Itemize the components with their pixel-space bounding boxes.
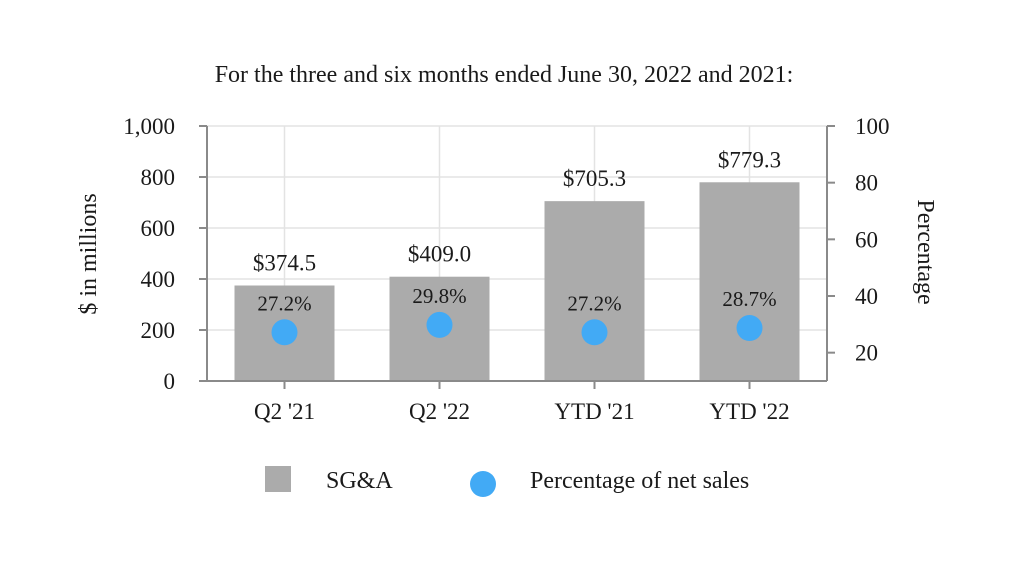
bar-value-label: $374.5 (253, 251, 316, 276)
legend: SG&A Percentage of net sales (265, 466, 749, 497)
point-percentage (426, 311, 453, 338)
y-tick-label: 0 (164, 369, 176, 394)
x-tick-label: Q2 '22 (409, 399, 470, 424)
chart-title: For the three and six months ended June … (215, 62, 794, 88)
bar-value-label: $779.3 (718, 147, 781, 172)
x-tick-label: YTD '21 (554, 399, 634, 424)
y-tick-label: 800 (141, 165, 176, 190)
percentage-value-label: 28.7% (722, 287, 776, 311)
bar-sga (544, 201, 645, 381)
percentage-value-label: 29.8% (412, 284, 466, 308)
legend-label-sga: SG&A (326, 468, 393, 494)
legend-label-percentage: Percentage of net sales (530, 468, 749, 494)
y-tick-label: 600 (141, 216, 176, 241)
bar-sga (699, 182, 800, 381)
axes: 0 200 400 600 800 1,000 20 40 60 80 100 Q2 '21 Q2 '2… (123, 114, 889, 424)
bar-value-label: $705.3 (563, 166, 626, 191)
bar-value-label: $409.0 (408, 242, 471, 267)
y-tick-label: 400 (141, 267, 176, 292)
y-tick-label: 1,000 (123, 114, 175, 139)
y-axis-label: $ in millions (76, 193, 102, 314)
y2-tick-label: 80 (855, 171, 878, 196)
y2-tick-label: 60 (855, 227, 878, 252)
y2-tick-label: 100 (855, 114, 890, 139)
y-tick-label: 200 (141, 318, 176, 343)
point-percentage (736, 315, 763, 342)
points (271, 311, 763, 346)
x-tick-label: YTD '22 (709, 399, 789, 424)
data-labels: $374.5 $409.0 $705.3 $779.3 27.2% 29.8% 27.2% 2… (253, 147, 781, 315)
bars (234, 182, 800, 381)
percentage-value-label: 27.2% (567, 291, 621, 315)
y2-axis-label: Percentage (912, 199, 938, 304)
point-percentage (271, 319, 298, 346)
legend-swatch-percentage (470, 471, 496, 497)
x-tick-label: Q2 '21 (254, 399, 315, 424)
legend-swatch-sga (265, 466, 291, 492)
point-percentage (581, 319, 608, 346)
y2-tick-label: 40 (855, 284, 878, 309)
percentage-value-label: 27.2% (257, 291, 311, 315)
y2-tick-label: 20 (855, 341, 878, 366)
